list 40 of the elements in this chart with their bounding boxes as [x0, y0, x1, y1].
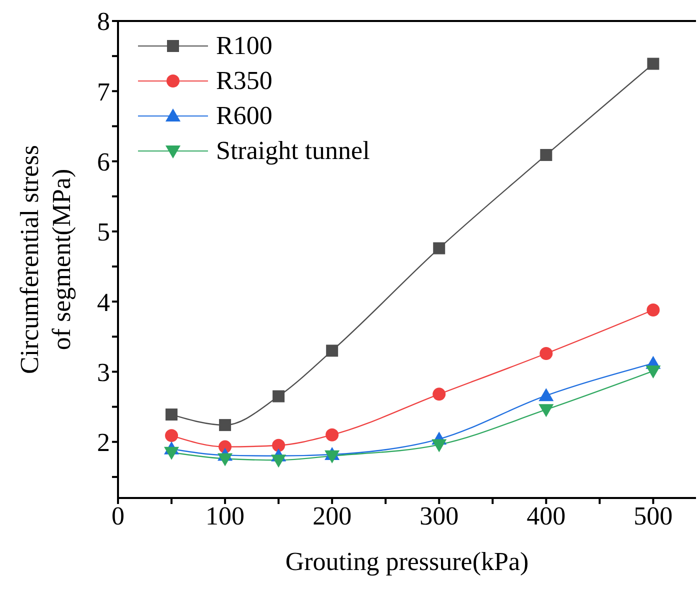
point	[218, 453, 233, 466]
y-tick-label: 3	[97, 358, 110, 387]
point	[166, 408, 178, 421]
point	[324, 450, 340, 464]
point	[432, 439, 447, 452]
legend-label: R100	[216, 30, 272, 60]
x-tick-label: 100	[206, 501, 245, 530]
point	[538, 388, 554, 402]
point	[538, 404, 554, 418]
legend-label: Straight tunnel	[216, 136, 370, 166]
legend-label: R600	[216, 100, 272, 130]
x-tick-label: 200	[312, 501, 352, 530]
y-tick-label: 5	[97, 218, 110, 247]
y-tick-label: 7	[97, 77, 110, 106]
point	[432, 388, 446, 401]
point	[540, 148, 552, 161]
point	[272, 390, 285, 402]
point	[647, 58, 660, 70]
point	[326, 428, 339, 442]
point	[164, 446, 180, 460]
point	[272, 438, 286, 452]
point	[271, 454, 286, 468]
y-tick-label: 2	[97, 428, 110, 458]
point	[165, 429, 178, 442]
point	[540, 346, 553, 360]
x-tick-label: 400	[526, 501, 566, 530]
y-tick-label: 6	[97, 148, 110, 177]
point	[646, 366, 661, 379]
x-tick-label: 500	[634, 501, 673, 530]
x-axis-title: Grouting pressure(kPa)	[285, 547, 529, 576]
point	[326, 344, 338, 357]
x-tick-label: 300	[420, 501, 459, 530]
legend-label: R350	[216, 66, 272, 96]
y-axis-title: Circumferential stress of segment(MPa)	[15, 145, 76, 374]
y-tick-label: 8	[97, 7, 110, 36]
point	[433, 242, 446, 254]
x-tick-label: 0	[112, 501, 124, 530]
point	[219, 419, 232, 432]
y-tick-label: 4	[97, 288, 110, 317]
point	[646, 304, 660, 317]
